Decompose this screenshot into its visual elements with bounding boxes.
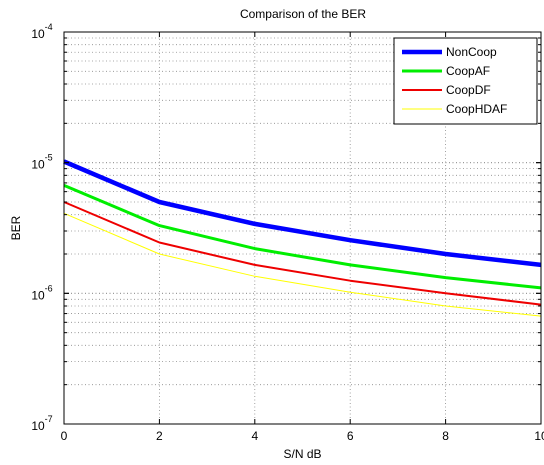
x-axis-label: S/N dB: [283, 447, 321, 461]
legend-label-coophdaf: CoopHDAF: [446, 102, 507, 116]
ticks: [63, 31, 542, 425]
legend-label-noncoop: NonCoop: [446, 45, 497, 59]
y-axis-label: BER: [9, 215, 23, 240]
series-line-coopaf: [63, 184, 542, 290]
x-tick-label: 8: [442, 429, 449, 443]
series-line-noncoop: [63, 159, 542, 268]
y-tick-label: 10-4: [31, 22, 52, 41]
legend-label-coopaf: CoopAF: [446, 64, 490, 78]
tick-labels: 0 2 4 6 8 10 10-7 10-6 10-5 10-4: [31, 22, 544, 443]
series-line-coopdf: [63, 201, 542, 306]
legend: NonCoop CoopAF CoopDF CoopHDAF: [393, 37, 538, 125]
x-tick-label: 4: [251, 429, 258, 443]
y-tick-label: 10-5: [31, 153, 52, 172]
x-tick-label: 2: [156, 429, 163, 443]
y-tick-label: 10-7: [31, 414, 52, 433]
series-layer: [63, 159, 542, 317]
plot-frame: [63, 31, 542, 425]
series-line-coophdaf: [63, 212, 542, 317]
x-tick-label: 6: [347, 429, 354, 443]
y-tick-label: 10-6: [31, 283, 52, 302]
legend-label-coopdf: CoopDF: [446, 83, 491, 97]
x-tick-label: 0: [61, 429, 68, 443]
x-tick-label: 10: [534, 429, 544, 443]
chart-title: Comparison of the BER: [240, 7, 366, 21]
grid: [64, 32, 541, 424]
